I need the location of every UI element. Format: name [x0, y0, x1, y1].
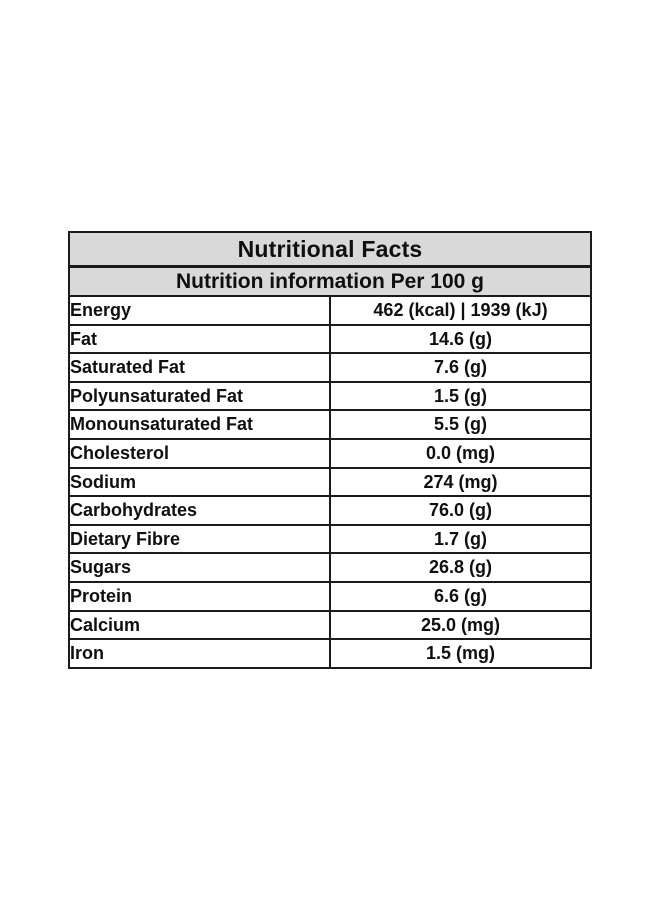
nutrient-label: Energy [68, 295, 331, 326]
nutrient-label: Cholesterol [68, 437, 331, 469]
nutrient-value: 25.0 (mg) [329, 609, 592, 641]
nutrient-value: 274 (mg) [329, 466, 592, 498]
nutrient-value: 1.5 (mg) [329, 638, 592, 669]
table-row-protein: Protein 6.6 (g) [68, 580, 592, 612]
nutrient-label: Fat [68, 323, 331, 355]
table-row-sodium: Sodium 274 (mg) [68, 466, 592, 498]
table-row-fat: Fat 14.6 (g) [68, 323, 592, 355]
nutrient-value: 1.7 (g) [329, 523, 592, 555]
table-subtitle-row: Nutrition information Per 100 g [68, 265, 592, 297]
table-row-iron: Iron 1.5 (mg) [68, 638, 592, 669]
nutrient-value: 462 (kcal) | 1939 (kJ) [329, 295, 592, 326]
nutrient-label: Saturated Fat [68, 352, 331, 383]
table-row-calcium: Calcium 25.0 (mg) [68, 609, 592, 641]
table-row-energy: Energy 462 (kcal) | 1939 (kJ) [68, 295, 592, 326]
table-row-monounsaturated-fat: Monounsaturated Fat 5.5 (g) [68, 409, 592, 440]
nutrient-value: 76.0 (g) [329, 495, 592, 526]
nutrient-label: Sodium [68, 466, 331, 498]
nutrient-value: 7.6 (g) [329, 352, 592, 383]
nutrient-label: Calcium [68, 609, 331, 641]
nutrient-value: 0.0 (mg) [329, 437, 592, 469]
nutrient-label: Sugars [68, 552, 331, 583]
nutrient-label: Carbohydrates [68, 495, 331, 526]
nutrient-label: Protein [68, 580, 331, 612]
table-row-dietary-fibre: Dietary Fibre 1.7 (g) [68, 523, 592, 555]
nutrient-value: 1.5 (g) [329, 380, 592, 412]
nutrient-label: Monounsaturated Fat [68, 409, 331, 440]
nutrition-facts-table: Nutritional Facts Nutrition information … [68, 231, 592, 669]
nutrient-label: Iron [68, 638, 331, 669]
table-row-carbohydrates: Carbohydrates 76.0 (g) [68, 495, 592, 526]
table-subtitle: Nutrition information Per 100 g [68, 265, 592, 297]
nutrient-label: Polyunsaturated Fat [68, 380, 331, 412]
nutrient-value: 5.5 (g) [329, 409, 592, 440]
nutrient-value: 6.6 (g) [329, 580, 592, 612]
table-row-cholesterol: Cholesterol 0.0 (mg) [68, 437, 592, 469]
table-row-saturated-fat: Saturated Fat 7.6 (g) [68, 352, 592, 383]
table-row-polyunsaturated-fat: Polyunsaturated Fat 1.5 (g) [68, 380, 592, 412]
nutrient-label: Dietary Fibre [68, 523, 331, 555]
nutrient-value: 14.6 (g) [329, 323, 592, 355]
nutrient-value: 26.8 (g) [329, 552, 592, 583]
table-title-row: Nutritional Facts [68, 231, 592, 268]
table-title: Nutritional Facts [68, 231, 592, 268]
table-row-sugars: Sugars 26.8 (g) [68, 552, 592, 583]
